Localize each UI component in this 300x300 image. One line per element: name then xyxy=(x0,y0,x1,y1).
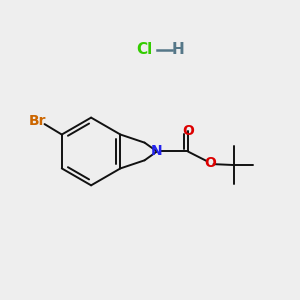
Text: Br: Br xyxy=(29,114,46,128)
Text: Cl: Cl xyxy=(136,42,152,57)
Text: N: N xyxy=(151,145,163,158)
Text: O: O xyxy=(204,156,216,170)
Text: H: H xyxy=(172,42,184,57)
Text: O: O xyxy=(182,124,194,138)
